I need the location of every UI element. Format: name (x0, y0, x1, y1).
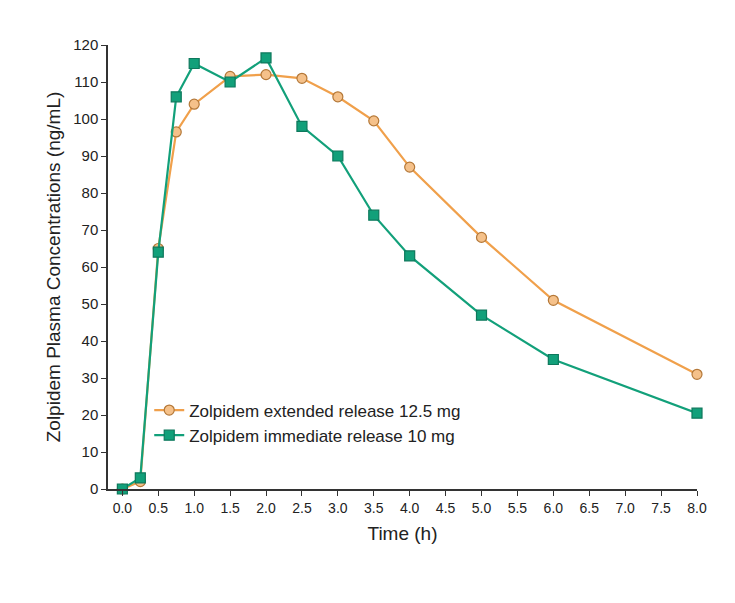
svg-text:0.5: 0.5 (149, 500, 169, 516)
svg-text:100: 100 (73, 110, 98, 127)
svg-text:5.5: 5.5 (508, 500, 528, 516)
svg-text:8.0: 8.0 (687, 500, 707, 516)
svg-text:40: 40 (82, 332, 99, 349)
svg-text:4.0: 4.0 (400, 500, 420, 516)
svg-text:110: 110 (74, 73, 98, 90)
svg-text:7.5: 7.5 (651, 500, 671, 516)
svg-text:50: 50 (82, 295, 99, 312)
svg-text:Zolpidem extended release 12.5: Zolpidem extended release 12.5 mg (189, 402, 460, 421)
svg-text:Zolpidem Plasma Concentrations: Zolpidem Plasma Concentrations (ng/mL) (43, 92, 64, 443)
svg-text:20: 20 (82, 406, 99, 423)
svg-text:70: 70 (82, 221, 99, 238)
svg-text:4.5: 4.5 (436, 500, 456, 516)
svg-text:60: 60 (82, 258, 99, 275)
svg-text:30: 30 (82, 369, 99, 386)
svg-text:5.0: 5.0 (472, 500, 492, 516)
svg-text:Time (h): Time (h) (367, 523, 437, 544)
svg-text:120: 120 (73, 36, 98, 53)
svg-text:6.5: 6.5 (580, 500, 600, 516)
svg-text:3.0: 3.0 (328, 500, 348, 516)
svg-text:6.0: 6.0 (544, 500, 564, 516)
svg-text:80: 80 (82, 184, 99, 201)
svg-text:1.0: 1.0 (184, 500, 204, 516)
svg-text:10: 10 (82, 443, 99, 460)
svg-text:0: 0 (90, 480, 98, 497)
svg-text:3.5: 3.5 (364, 500, 384, 516)
svg-text:2.5: 2.5 (292, 500, 312, 516)
svg-text:1.5: 1.5 (220, 500, 240, 516)
svg-text:7.0: 7.0 (615, 500, 635, 516)
svg-text:Zolpidem immediate release 10: Zolpidem immediate release 10 mg (189, 427, 455, 446)
svg-text:0.0: 0.0 (113, 500, 133, 516)
svg-text:90: 90 (82, 147, 99, 164)
svg-text:2.0: 2.0 (256, 500, 276, 516)
